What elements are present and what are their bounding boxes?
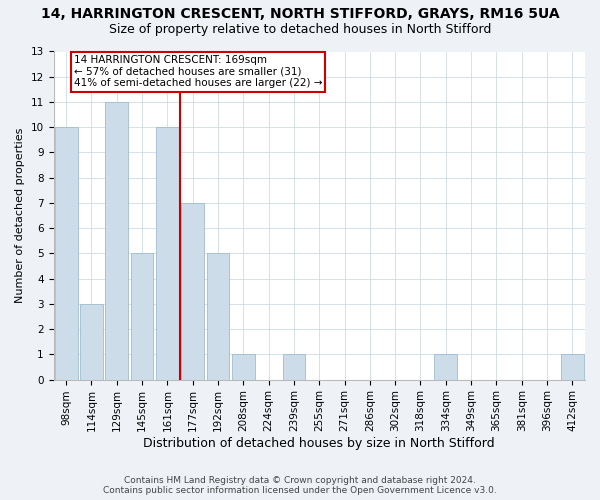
- Bar: [434, 354, 457, 380]
- Bar: [561, 354, 584, 380]
- Text: 14, HARRINGTON CRESCENT, NORTH STIFFORD, GRAYS, RM16 5UA: 14, HARRINGTON CRESCENT, NORTH STIFFORD,…: [41, 8, 559, 22]
- Bar: [131, 254, 154, 380]
- Bar: [106, 102, 128, 380]
- Bar: [283, 354, 305, 380]
- Bar: [181, 203, 204, 380]
- Bar: [55, 127, 77, 380]
- Bar: [206, 254, 229, 380]
- Bar: [80, 304, 103, 380]
- Bar: [232, 354, 255, 380]
- Text: Contains HM Land Registry data © Crown copyright and database right 2024.
Contai: Contains HM Land Registry data © Crown c…: [103, 476, 497, 495]
- X-axis label: Distribution of detached houses by size in North Stifford: Distribution of detached houses by size …: [143, 437, 495, 450]
- Text: Size of property relative to detached houses in North Stifford: Size of property relative to detached ho…: [109, 22, 491, 36]
- Y-axis label: Number of detached properties: Number of detached properties: [15, 128, 25, 303]
- Text: 14 HARRINGTON CRESCENT: 169sqm
← 57% of detached houses are smaller (31)
41% of : 14 HARRINGTON CRESCENT: 169sqm ← 57% of …: [74, 56, 322, 88]
- Bar: [156, 127, 179, 380]
